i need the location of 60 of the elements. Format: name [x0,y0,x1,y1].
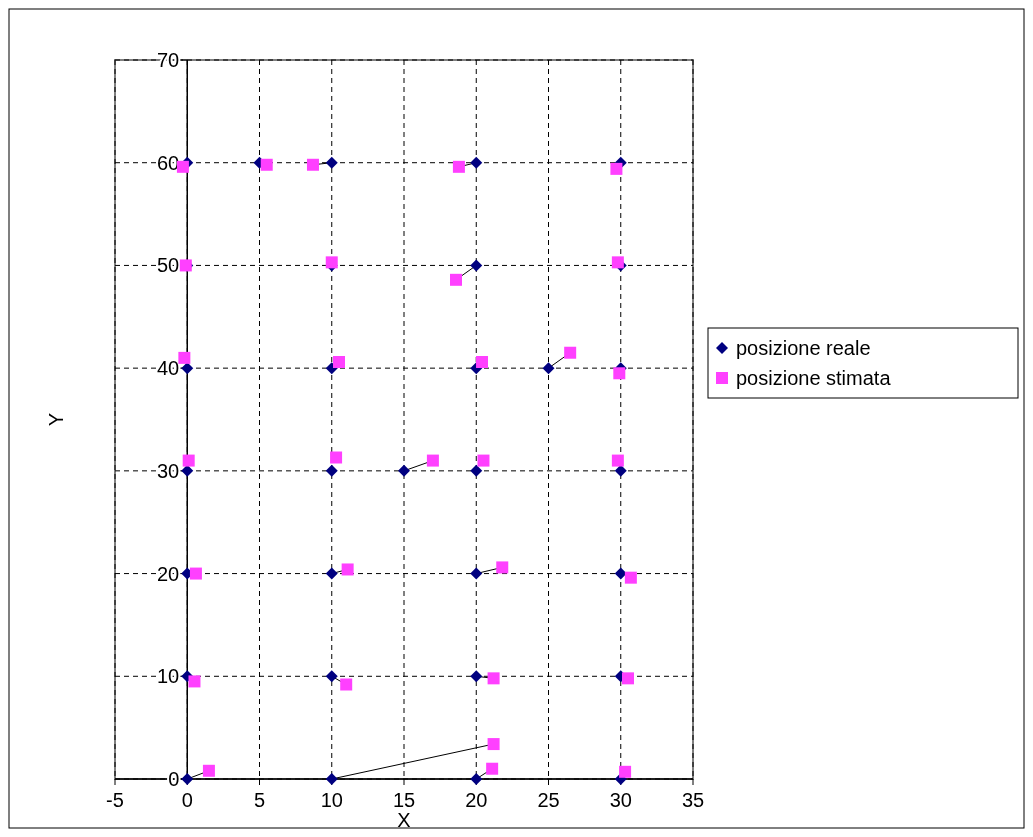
point [564,346,577,359]
point [542,362,555,375]
point [613,367,626,380]
point [306,158,319,171]
point [470,464,483,477]
y-tick-label: 50 [157,254,180,277]
point [487,672,500,685]
x-axis-title: X [397,809,411,831]
y-tick-label: 30 [157,459,180,482]
x-tick-label: -5 [106,789,124,811]
x-tick-label: 5 [253,789,266,811]
point [496,561,509,574]
point [477,454,490,467]
point [619,765,632,778]
x-tick-label: 20 [465,789,488,811]
point [260,158,273,171]
legend-label: posizione stimata [736,367,892,389]
point [181,773,194,785]
point [325,464,338,477]
point [621,672,634,685]
x-tick-label: 15 [392,789,416,811]
y-axis-title: Y [45,412,67,427]
legend-label: posizione reale [736,337,871,359]
point [181,362,194,375]
y-tick-label: 70 [157,49,180,71]
point [611,454,624,467]
y-tick-label: 20 [157,562,180,585]
point [332,355,345,368]
point [486,762,499,775]
y-tick-label: 40 [157,357,180,380]
point [450,273,463,286]
x-tick-label: 30 [609,789,632,811]
point [340,678,353,691]
point [470,156,483,169]
point [470,670,483,683]
point [476,355,489,368]
point [325,670,338,683]
x-tick-label: 10 [320,789,343,811]
point [325,773,338,785]
point [470,567,483,580]
y-tick-label: 10 [157,665,180,688]
point [341,563,354,576]
point [624,571,637,584]
point [188,675,201,688]
point [182,454,195,467]
point [487,738,500,751]
point [189,567,202,580]
point [325,156,338,169]
point [202,764,215,777]
point [325,567,338,580]
point [398,464,410,477]
point [470,259,483,272]
point [178,351,191,364]
point [470,773,483,785]
point [610,162,623,175]
point [452,160,465,173]
point [426,454,439,467]
point [330,451,343,464]
x-tick-label: 35 [681,789,705,811]
x-tick-label: 25 [537,789,560,811]
